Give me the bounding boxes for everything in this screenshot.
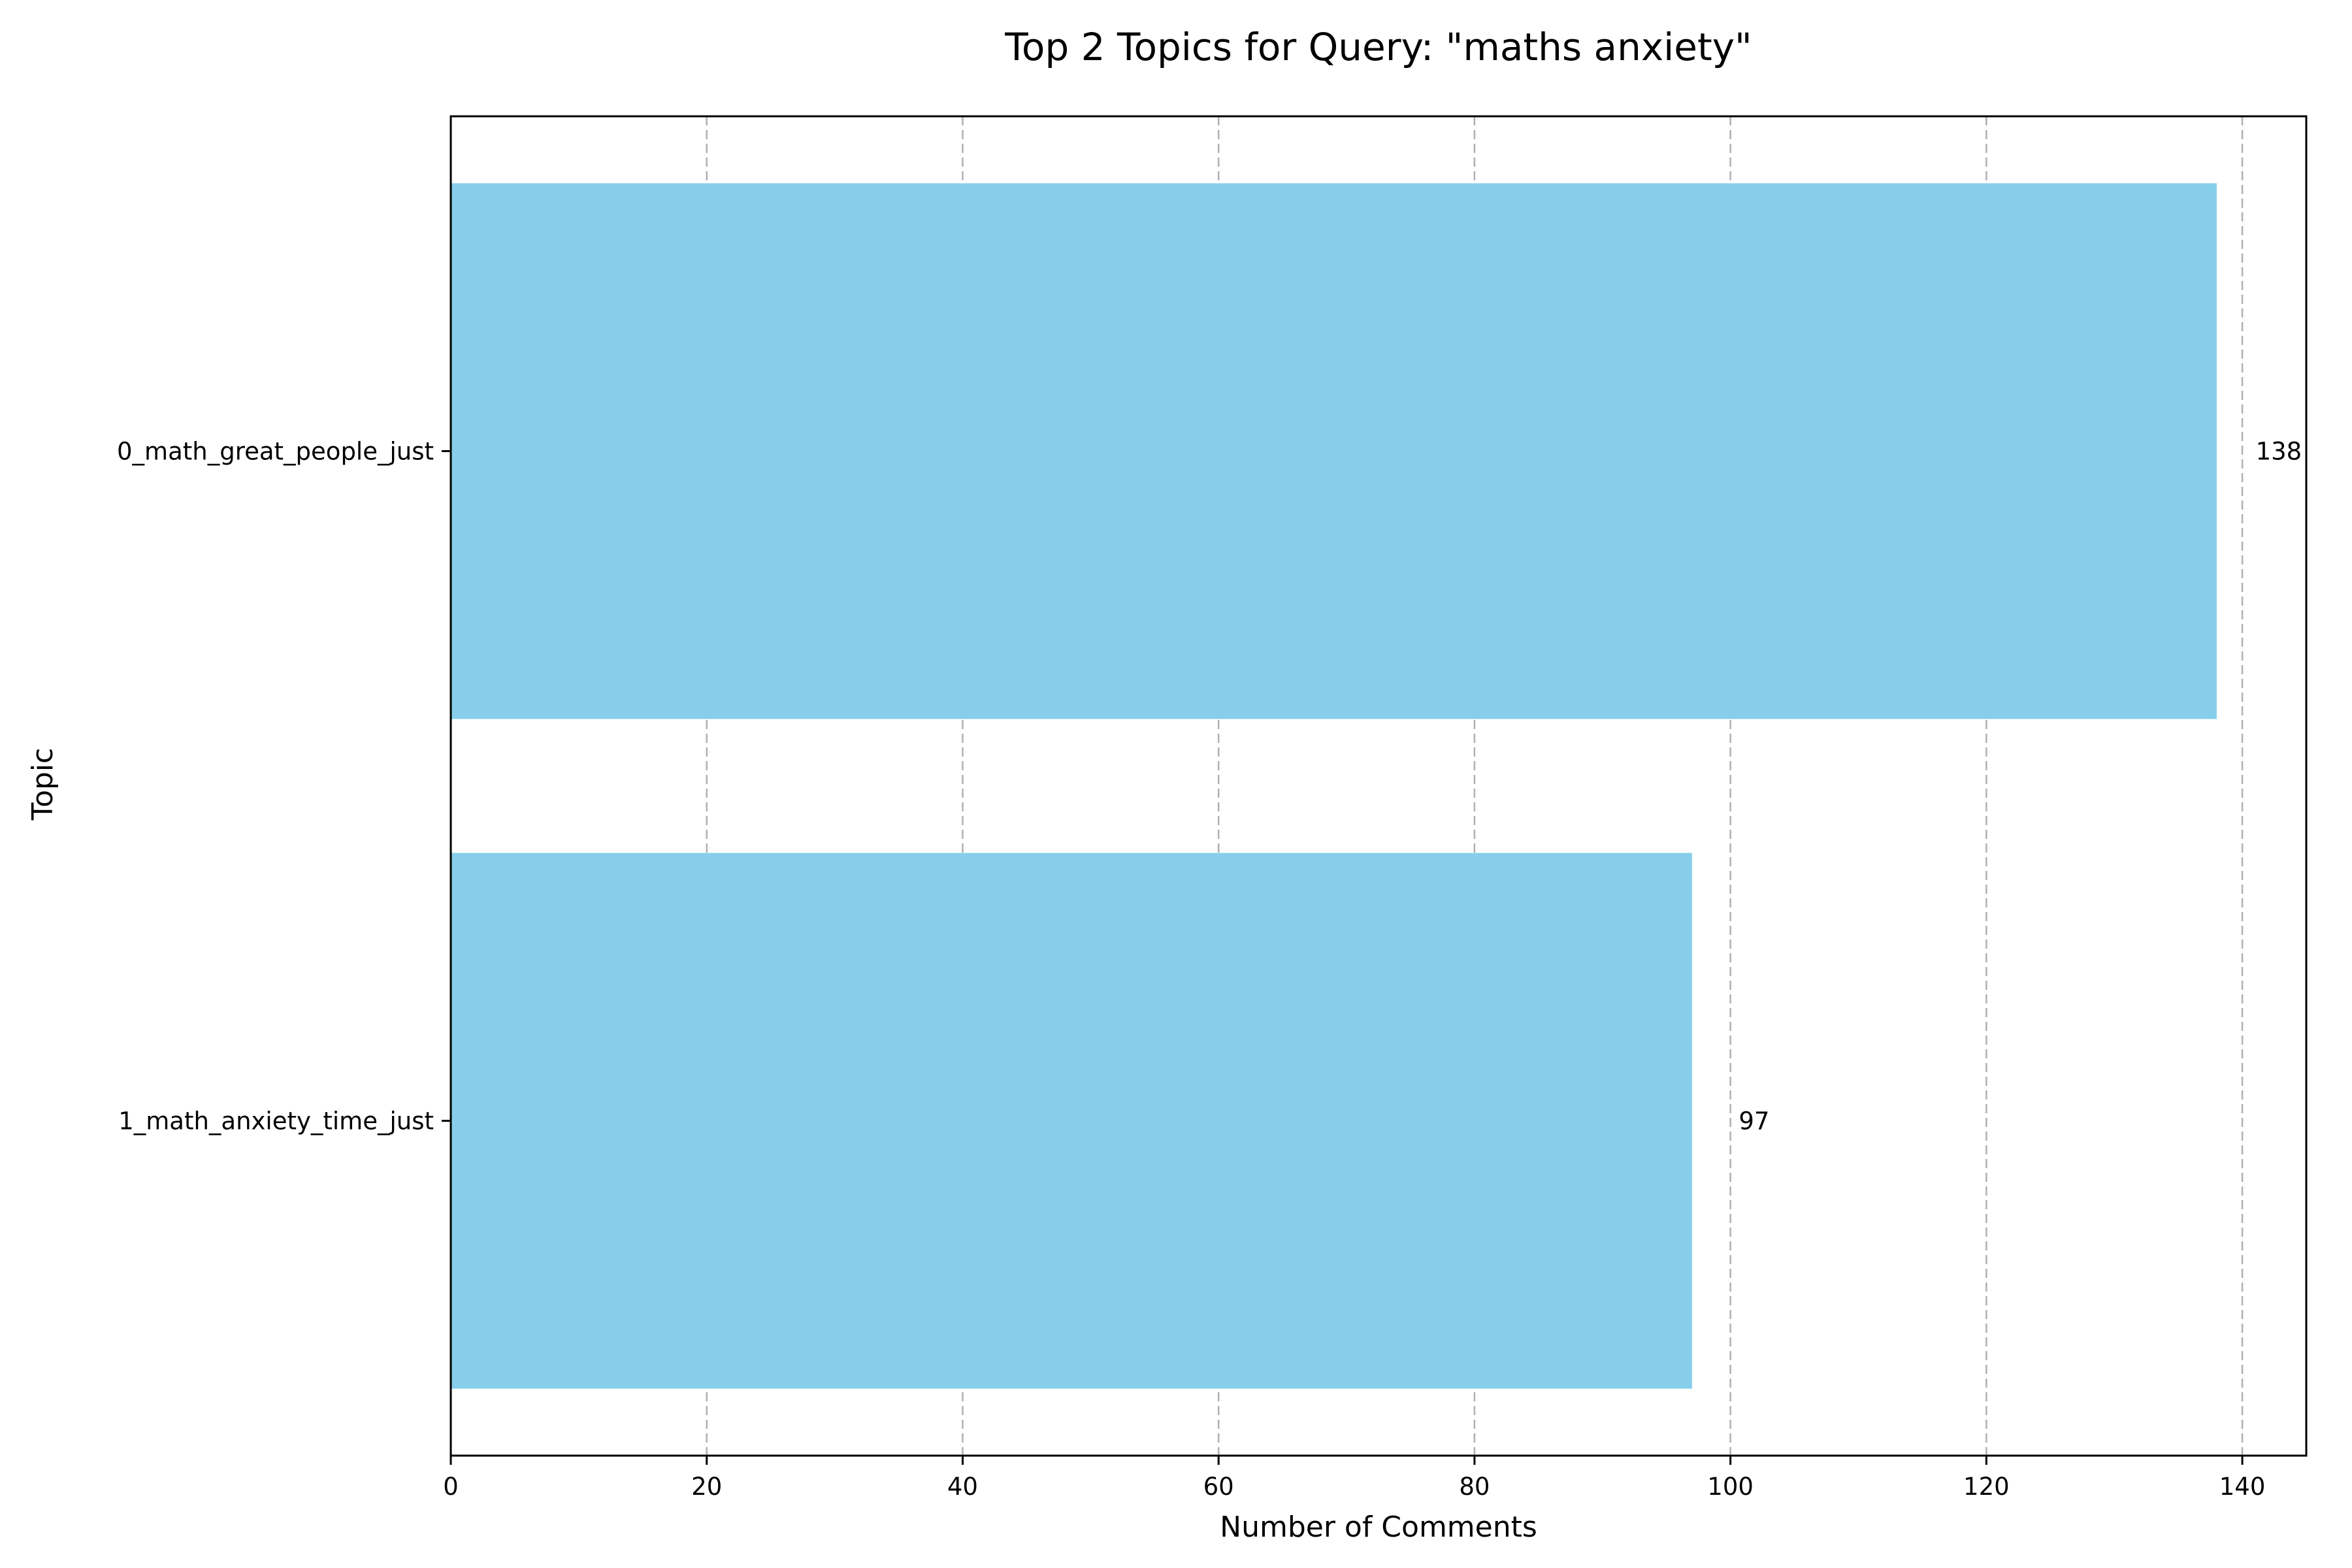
y-axis-ticks: 0_math_great_people_just 1_math_anxiety_t…: [117, 438, 451, 1135]
y-tick-label: 0_math_great_people_just: [117, 438, 434, 466]
data-labels: 138 97: [1739, 438, 2302, 1135]
chart-title: Top 2 Topics for Query: "maths anxiety": [1004, 25, 1752, 69]
x-tick-label: 60: [1203, 1473, 1234, 1501]
x-tick-label: 40: [947, 1473, 978, 1501]
bar-0_math_great_people_just: [451, 183, 2217, 719]
x-tick-label: 100: [1707, 1473, 1754, 1501]
data-label-0_math_great_people_just: 138: [2256, 438, 2302, 466]
bars: [451, 183, 2217, 1389]
data-label-1_math_anxiety_time_just: 97: [1739, 1107, 1769, 1135]
x-axis-label: Number of Comments: [1220, 1511, 1537, 1544]
y-axis-label: Topic: [26, 748, 59, 821]
plot-frame: [449, 115, 2308, 1457]
x-axis-ticks: 0 20 40 60 80 100 120 140: [443, 1456, 2265, 1501]
x-tick-label: 20: [691, 1473, 722, 1501]
x-tick-label: 80: [1459, 1473, 1490, 1501]
x-tick-label: 140: [2219, 1473, 2266, 1501]
x-tick-label: 120: [1963, 1473, 2010, 1501]
x-tick-label: 0: [443, 1473, 459, 1501]
y-tick-label: 1_math_anxiety_time_just: [118, 1107, 434, 1135]
bar-1_math_anxiety_time_just: [451, 853, 1692, 1389]
